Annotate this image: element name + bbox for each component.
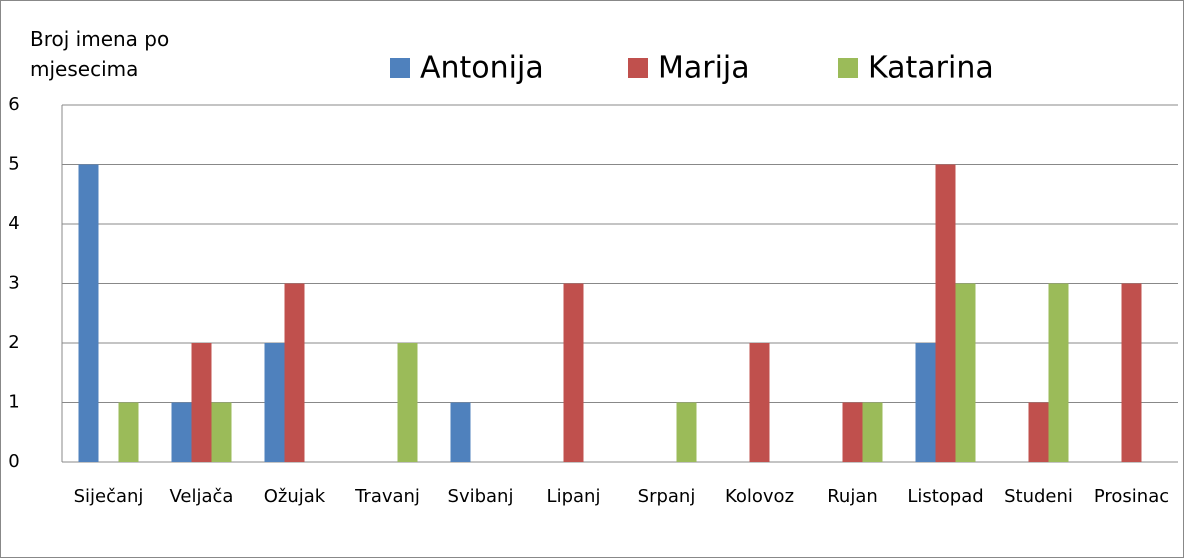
legend-swatch	[628, 58, 648, 78]
y-tick-label: 6	[8, 94, 19, 115]
bar	[450, 402, 471, 462]
legend-label: Katarina	[868, 51, 994, 86]
legend-label: Antonija	[420, 51, 544, 86]
legend-swatch	[390, 58, 410, 78]
bar	[264, 343, 285, 462]
bar	[563, 283, 584, 462]
bar	[284, 283, 305, 462]
y-tick-label: 4	[8, 213, 19, 234]
bar	[1028, 402, 1049, 462]
x-tick-label: Rujan	[827, 486, 878, 507]
bar	[915, 343, 936, 462]
bar	[211, 402, 232, 462]
bar	[1121, 283, 1142, 462]
x-tick-label: Svibanj	[448, 486, 514, 507]
x-tick-label: Ožujak	[264, 486, 326, 507]
bar	[191, 343, 212, 462]
y-tick-label: 2	[8, 332, 19, 353]
bar	[118, 402, 139, 462]
bar	[955, 283, 976, 462]
bar	[862, 402, 883, 462]
x-tick-label: Siječanj	[74, 486, 144, 507]
bar	[171, 402, 192, 462]
y-tick-label: 0	[8, 451, 19, 472]
bar	[78, 164, 99, 462]
bar	[749, 343, 770, 462]
x-tick-label: Veljača	[170, 486, 234, 507]
y-tick-label: 5	[8, 154, 19, 175]
x-tick-label: Studeni	[1004, 486, 1073, 507]
x-tick-label: Srpanj	[638, 486, 696, 507]
y-tick-label: 3	[8, 273, 19, 294]
x-tick-label: Listopad	[907, 486, 983, 507]
bar	[935, 164, 956, 462]
bar	[676, 402, 697, 462]
legend-swatch	[838, 58, 858, 78]
bar	[842, 402, 863, 462]
legend-label: Marija	[658, 51, 750, 86]
y-axis-title: Broj imena po mjesecima	[30, 27, 170, 81]
x-tick-label: Kolovoz	[725, 486, 794, 507]
x-tick-label: Travanj	[354, 486, 420, 507]
y-tick-label: 1	[8, 392, 19, 413]
x-tick-label: Prosinac	[1094, 486, 1169, 507]
x-tick-label: Lipanj	[547, 486, 601, 507]
bar	[397, 343, 418, 462]
bar	[1048, 283, 1069, 462]
